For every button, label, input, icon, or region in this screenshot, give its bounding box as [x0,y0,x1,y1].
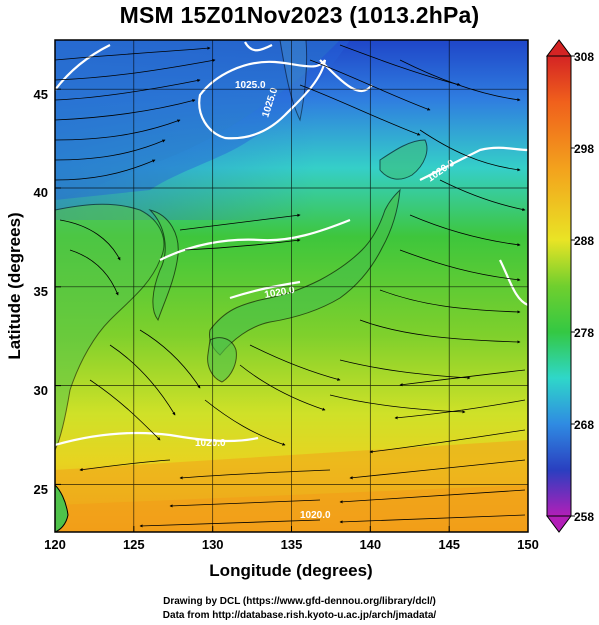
isobar-northwest [55,44,111,91]
contour-label: 1025.0 [235,80,266,91]
credit-line-data: Data from http://database.rish.kyoto-u.a… [162,610,437,621]
isobar-1025-north [198,59,327,140]
isobar-1020-south [55,431,259,447]
x-tick-label: 140 [359,537,381,552]
contour-label: 1020.0 [195,438,226,449]
taiwan [55,484,69,532]
colorbar-label: 308 [574,50,594,64]
x-tick-label: 130 [202,537,224,552]
x-axis-label: Longitude (degrees) [209,561,372,580]
y-tick-label: 30 [34,383,48,398]
x-tick-label: 150 [517,537,539,552]
colorbar-label: 288 [574,234,594,248]
contour-label: 1020.0 [300,510,331,521]
isobar-1020-mid [159,218,351,261]
isobar-1020-japan [229,280,301,300]
isobar-far-east [499,259,528,307]
y-tick-label: 25 [34,482,48,497]
colorbar-label: 298 [574,142,594,156]
chart-title: MSM 15Z01Nov2023 (1013.2hPa) [119,2,480,28]
y-axis-label: Latitude (degrees) [5,212,24,359]
korea-peninsula [148,209,179,322]
contour-label: 1020.0 [264,285,296,301]
colorbar-label: 258 [574,510,594,524]
colorbar-label: 268 [574,418,594,432]
x-tick-label: 145 [438,537,460,552]
x-tick-label: 125 [123,537,145,552]
isobar-1025-ne [244,41,273,52]
x-tick-label: 135 [281,537,303,552]
x-ticks [54,526,529,532]
graticule [55,40,528,532]
credit-line-drawing: Drawing by DCL (https://www.gfd-dennou.o… [163,596,436,607]
isobar-1020-east [419,146,528,181]
japan-hokkaido [379,139,428,180]
x-tick-label: 120 [44,537,66,552]
y-tick-label: 35 [34,284,48,299]
isobars [55,41,528,447]
y-tick-label: 45 [34,87,48,102]
korea-china-coast [55,203,165,451]
colorbar: 308 298 288 278 268 258 [546,39,594,533]
japan-kyushu [207,337,237,383]
y-ticks [55,88,61,485]
y-tick-label: 40 [34,185,48,200]
colorbar-label: 278 [574,326,594,340]
